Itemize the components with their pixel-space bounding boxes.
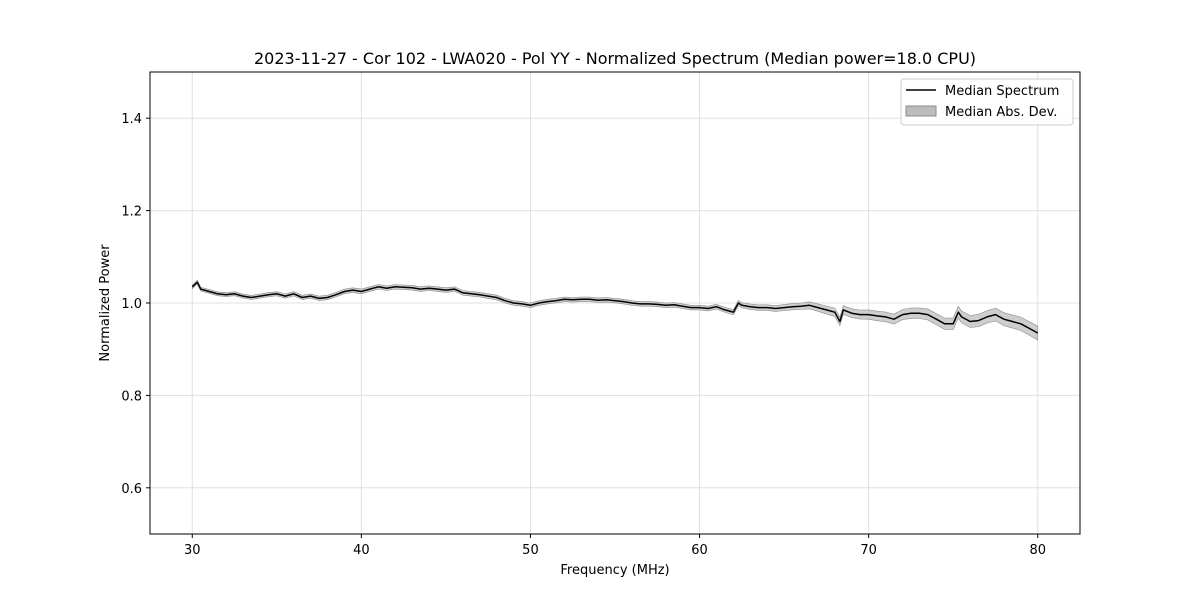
y-tick-label: 1.2 — [121, 205, 142, 220]
legend-label-median-abs-dev: Median Abs. Dev. — [945, 105, 1057, 120]
median-spectrum-line — [191, 281, 1039, 334]
x-tick-label: 60 — [691, 543, 708, 558]
x-tick-label: 80 — [1029, 543, 1046, 558]
x-axis-ticks: 30 40 50 60 70 80 — [184, 534, 1046, 558]
x-axis-label: Frequency (MHz) — [560, 563, 669, 578]
legend: Median Spectrum Median Abs. Dev. — [900, 78, 1074, 126]
x-tick-label: 70 — [860, 543, 877, 558]
y-tick-label: 0.8 — [121, 389, 142, 404]
median-spectrum-path — [191, 281, 1039, 334]
y-axis-ticks: 0.6 0.8 1.0 1.2 1.4 — [121, 112, 150, 497]
mad-band — [192, 279, 1038, 341]
x-tick-label: 40 — [353, 543, 370, 558]
legend-box — [900, 78, 1074, 126]
y-tick-label: 0.6 — [121, 482, 142, 497]
legend-band-swatch — [905, 105, 937, 117]
y-tick-label: 1.4 — [121, 112, 142, 127]
chart-title: 2023-11-27 - Cor 102 - LWA020 - Pol YY -… — [254, 49, 976, 68]
y-axis-label: Normalized Power — [98, 244, 113, 362]
legend-label-median-spectrum: Median Spectrum — [945, 84, 1059, 99]
mad-band-area — [192, 279, 1038, 341]
x-tick-label: 30 — [184, 543, 201, 558]
x-tick-label: 50 — [522, 543, 539, 558]
y-tick-label: 1.0 — [121, 297, 142, 312]
